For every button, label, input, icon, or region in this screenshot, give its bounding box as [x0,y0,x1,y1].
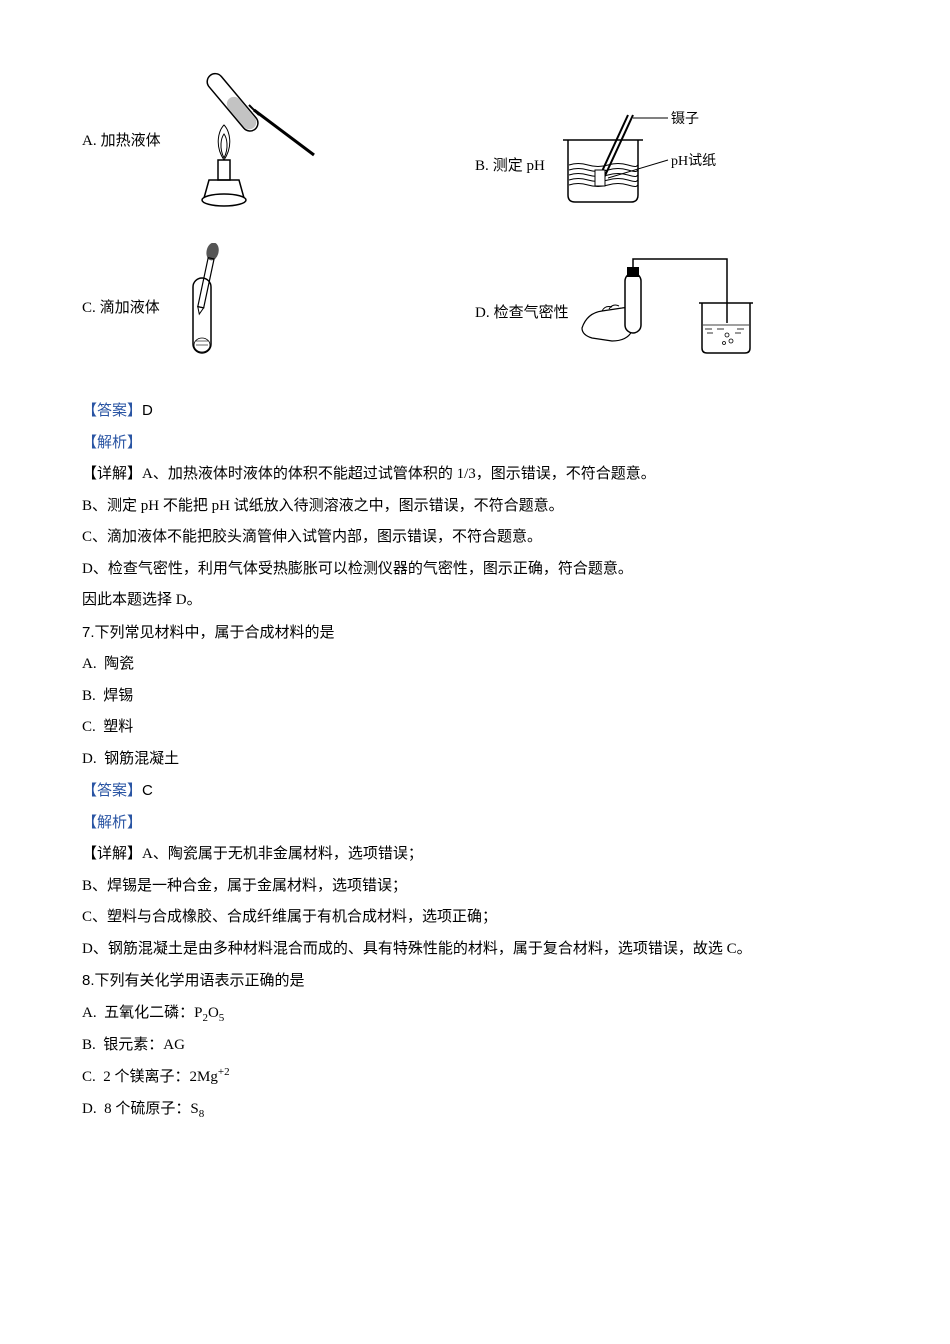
q8-stem-line: 8.下列有关化学用语表示正确的是 [82,965,868,998]
q6-c-letter: C. [82,293,96,325]
q7-analysis-line: 【解析】 [82,808,868,840]
q7-option-d: D. 钢筋混凝土 [82,744,868,776]
q6-detail-c: C、滴加液体不能把胶头滴管伸入试管内部，图示错误，不符合题意。 [82,522,868,554]
q7-number: 7. [82,624,95,641]
q6-detail-d: D、检查气密性，利用气体受热膨胀可以检测仪器的气密性，图示正确，符合题意。 [82,554,868,586]
q6-d-letter: D. [475,298,490,330]
q6-conclusion: 因此本题选择 D。 [82,585,868,617]
q7-option-a: A. 陶瓷 [82,649,868,681]
q7-detail-b: B、焊锡是一种合金，属于金属材料，选项错误； [82,871,868,903]
answer-label: 【答案】 [82,783,142,799]
q7-option-c: C. 塑料 [82,712,868,744]
q6-detail-b: B、测定 pH 不能把 pH 试纸放入待测溶液之中，图示错误，不符合题意。 [82,491,868,523]
q6-answer-line: 【答案】D [82,395,868,428]
q6-b-letter: B. [475,151,489,183]
q8-option-a: A. 五氧化二磷：P2O5 [82,998,868,1030]
q6-c-text: 滴加液体 [100,293,160,325]
q8-option-d: D. 8 个硫原子：S8 [82,1094,868,1126]
q6-option-a: A. 加热液体 [82,60,475,223]
q6-options-row-2: C. 滴加液体 D. 检查气密性 [82,243,868,376]
q7-stem: 下列常见材料中，属于合成材料的是 [95,625,335,641]
q6-analysis-line: 【解析】 [82,428,868,460]
heating-liquid-icon [169,60,319,223]
q8-stem: 下列有关化学用语表示正确的是 [95,973,305,989]
q7-option-b: B. 焊锡 [82,681,868,713]
dropper-icon [168,243,248,376]
q6-options-row-1: A. 加热液体 B. 测定 pH [82,60,868,223]
answer-label: 【答案】 [82,403,142,419]
q6-b-text: 测定 pH [493,151,545,183]
analysis-label: 【解析】 [82,815,142,831]
q8-option-b: B. 银元素：AG [82,1030,868,1062]
q6-option-b: B. 测定 pH 镊子 pH试 [475,110,868,223]
q6-option-c: C. 滴加液体 [82,243,475,376]
ph-paper-label: pH试纸 [671,153,716,169]
q6-detail-a: 【详解】A、加热液体时液体的体积不能超过试管体积的 1/3，图示错误，不符合题意… [82,459,868,491]
q6-a-text: 加热液体 [101,126,161,158]
tweezers-label: 镊子 [671,111,699,127]
q6-a-letter: A. [82,126,97,158]
q6-answer-value: D [142,402,153,419]
q7-detail-a: 【详解】A、陶瓷属于无机非金属材料，选项错误； [82,839,868,871]
q8-number: 8. [82,972,95,989]
q7-detail-d: D、钢筋混凝土是由多种材料混合而成的、具有特殊性能的材料，属于复合材料，选项错误… [82,934,868,966]
q7-answer-value: C [142,782,153,799]
q8-option-c: C. 2 个镁离子：2Mg+2 [82,1061,868,1094]
q7-stem-line: 7.下列常见材料中，属于合成材料的是 [82,617,868,650]
ph-test-icon: 镊子 pH试纸 [553,110,733,223]
q6-d-text: 检查气密性 [494,298,569,330]
airtight-check-icon [577,253,757,376]
q7-detail-c: C、塑料与合成橡胶、合成纤维属于有机合成材料，选项正确； [82,902,868,934]
q6-option-d: D. 检查气密性 [475,253,868,376]
q7-answer-line: 【答案】C [82,775,868,808]
analysis-label: 【解析】 [82,435,142,451]
